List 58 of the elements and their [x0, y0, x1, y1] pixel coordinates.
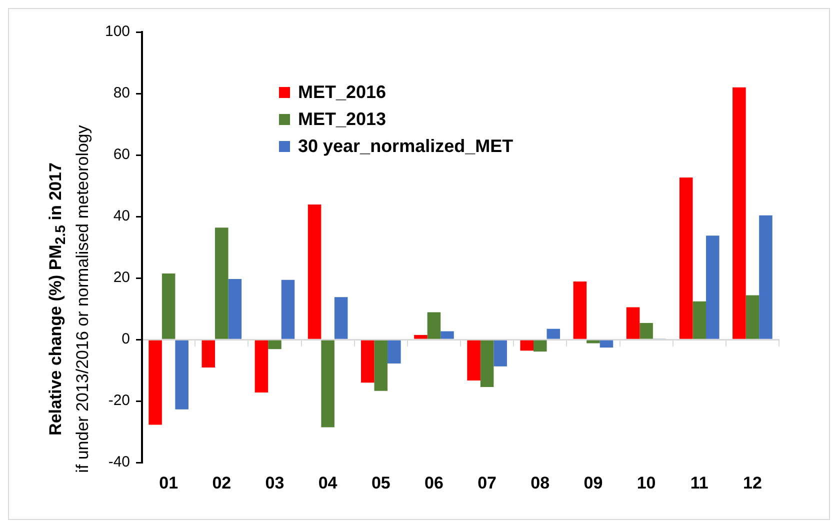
bar	[586, 340, 600, 344]
bar	[228, 278, 242, 339]
x-tick-label: 08	[530, 473, 550, 492]
bar	[148, 340, 162, 425]
bar	[600, 340, 614, 348]
legend-label: MET_2013	[298, 109, 386, 130]
x-tick-label: 12	[743, 473, 762, 492]
bar	[494, 340, 507, 366]
bar	[626, 307, 640, 339]
bar	[520, 340, 534, 351]
bar	[268, 340, 282, 350]
bar	[679, 177, 693, 339]
x-tick-label: 09	[584, 473, 603, 492]
x-tick-label: 06	[424, 473, 444, 492]
y-tick-label: 0	[122, 330, 130, 348]
y-tick-label: 60	[113, 146, 130, 164]
x-tick-label: 11	[690, 473, 708, 492]
bar	[360, 340, 374, 383]
legend-label: MET_2016	[298, 82, 386, 103]
bar	[692, 301, 706, 339]
bar	[281, 280, 295, 339]
y-tick-label: -40	[108, 454, 130, 471]
y-tick-label: 100	[104, 23, 130, 40]
bar	[414, 334, 428, 339]
bar	[573, 281, 587, 339]
bar	[546, 328, 560, 339]
bar	[334, 297, 348, 339]
legend-label: 30 year_normalized_MET	[298, 136, 514, 157]
x-tick-label: 02	[212, 473, 232, 492]
bar	[321, 340, 334, 428]
y-tick-label: -20	[108, 392, 130, 410]
bar	[162, 273, 176, 339]
bar	[440, 331, 454, 339]
bar	[388, 340, 401, 364]
bar	[732, 87, 746, 339]
x-tick-label: 01	[159, 473, 178, 492]
bar	[427, 312, 441, 339]
x-tick-label: 04	[318, 473, 338, 492]
bar	[467, 340, 480, 380]
bar	[640, 322, 653, 339]
y-tick-label: 40	[113, 208, 130, 225]
bar	[202, 340, 216, 368]
bar	[480, 340, 494, 387]
bar	[534, 340, 547, 352]
bar	[374, 340, 388, 391]
y-tick-label: 20	[113, 269, 130, 286]
bar	[308, 204, 322, 339]
bar	[759, 215, 772, 339]
bar	[746, 295, 760, 339]
x-tick-label: 03	[265, 473, 284, 492]
bar	[175, 340, 188, 410]
bar	[254, 340, 268, 392]
x-tick-label: 10	[636, 473, 656, 492]
x-tick-label: 05	[371, 473, 390, 492]
x-tick-label: 07	[478, 473, 497, 492]
bar	[706, 236, 720, 339]
y-tick-label: 80	[113, 84, 130, 102]
bar	[215, 228, 228, 339]
